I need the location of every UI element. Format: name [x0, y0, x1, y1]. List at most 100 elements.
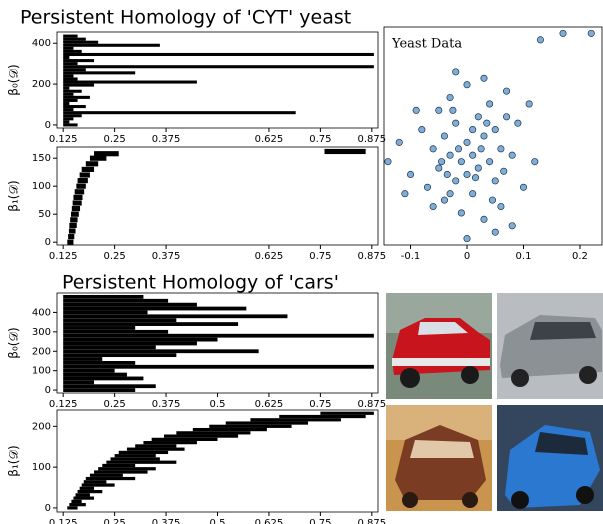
bar — [63, 361, 136, 365]
point — [435, 164, 443, 172]
bar — [320, 411, 374, 415]
y-tick-label: 0 — [45, 120, 51, 131]
bar — [63, 80, 197, 84]
x-tick-label: 0.75 — [309, 399, 331, 410]
bar — [76, 183, 86, 189]
point — [429, 202, 437, 211]
point — [503, 87, 511, 95]
bar — [79, 486, 95, 490]
point — [463, 81, 471, 89]
plot-area — [384, 29, 595, 243]
point — [469, 126, 477, 134]
bar — [70, 211, 79, 217]
bar — [94, 151, 119, 157]
point — [463, 235, 471, 243]
point — [531, 158, 539, 166]
y-tick-label: 200 — [32, 346, 51, 357]
bar — [83, 480, 107, 484]
point — [406, 170, 415, 179]
bar — [63, 337, 218, 342]
bar — [110, 457, 160, 461]
bar — [324, 148, 366, 155]
axes-frame — [56, 292, 379, 394]
point — [463, 138, 471, 146]
bar — [63, 302, 197, 307]
bar — [81, 166, 95, 172]
y-tick-label: 100 — [32, 366, 51, 377]
y-tick-label: 100 — [32, 462, 51, 473]
bar — [63, 92, 74, 96]
x-tick-label: 0.375 — [152, 251, 181, 262]
bar — [63, 83, 95, 87]
bar — [63, 56, 70, 60]
point — [412, 106, 420, 114]
bar — [63, 114, 82, 118]
x-tick-label: 0.25 — [103, 399, 125, 410]
bar — [63, 95, 90, 99]
point — [463, 170, 471, 179]
point — [446, 151, 454, 159]
chart-title: Persistent Homology of 'CYT' yeast — [20, 7, 351, 29]
y-tick-label: 100 — [32, 181, 51, 192]
y-tick-label: 0 — [45, 503, 51, 514]
point — [503, 113, 511, 121]
y-tick-label: 200 — [32, 79, 51, 90]
bar — [81, 483, 115, 487]
bar — [73, 194, 83, 200]
bar — [63, 120, 70, 124]
bar — [75, 493, 90, 497]
point — [525, 100, 533, 108]
bar — [279, 414, 366, 419]
point — [508, 151, 516, 159]
axes-frame — [56, 31, 379, 129]
point — [471, 174, 480, 182]
bar — [63, 74, 74, 78]
bar — [192, 427, 267, 432]
point — [446, 93, 454, 102]
x-tick-label: 0.25 — [103, 251, 125, 262]
bar — [63, 105, 86, 109]
bar — [63, 345, 156, 350]
x-tick-label: 0.625 — [255, 134, 284, 145]
bar — [71, 206, 81, 212]
x-tick-label: 0.875 — [358, 518, 387, 524]
y-tick-label: 300 — [32, 327, 51, 338]
bar — [143, 441, 197, 445]
x-tick-label: 0.375 — [152, 518, 181, 524]
bar — [63, 376, 144, 381]
bar — [63, 111, 296, 115]
x-tick-label: 0.875 — [358, 251, 387, 262]
x-tick-label: 0.125 — [49, 134, 78, 145]
bar — [106, 460, 177, 464]
bar — [85, 476, 136, 481]
point — [440, 132, 448, 140]
point — [488, 196, 496, 204]
x-tick-label: 0.125 — [49, 518, 78, 524]
x-tick-label: 0.625 — [255, 399, 284, 410]
bar — [63, 117, 74, 121]
y-tick-label: 0 — [45, 237, 51, 248]
point — [423, 183, 432, 191]
bar — [63, 101, 70, 106]
x-tick-label: 0.875 — [358, 399, 387, 410]
x-tick-label: 0.875 — [358, 134, 387, 145]
point — [483, 119, 491, 127]
point — [452, 119, 460, 127]
x-tick-label: 0.375 — [152, 134, 181, 145]
point — [443, 170, 451, 179]
bar — [63, 71, 136, 75]
bar — [63, 384, 156, 389]
x-tick-label: 0.625 — [255, 518, 284, 524]
y-tick-label: 0 — [45, 385, 51, 396]
point — [452, 177, 460, 185]
bar — [63, 372, 127, 377]
bar — [63, 341, 197, 346]
point — [469, 190, 477, 198]
bar — [63, 357, 103, 361]
car-image — [386, 293, 492, 399]
bar — [63, 380, 95, 385]
chart-title: Yeast Data — [391, 37, 462, 52]
x-tick-label: 0.125 — [49, 399, 78, 410]
bar — [63, 37, 86, 41]
